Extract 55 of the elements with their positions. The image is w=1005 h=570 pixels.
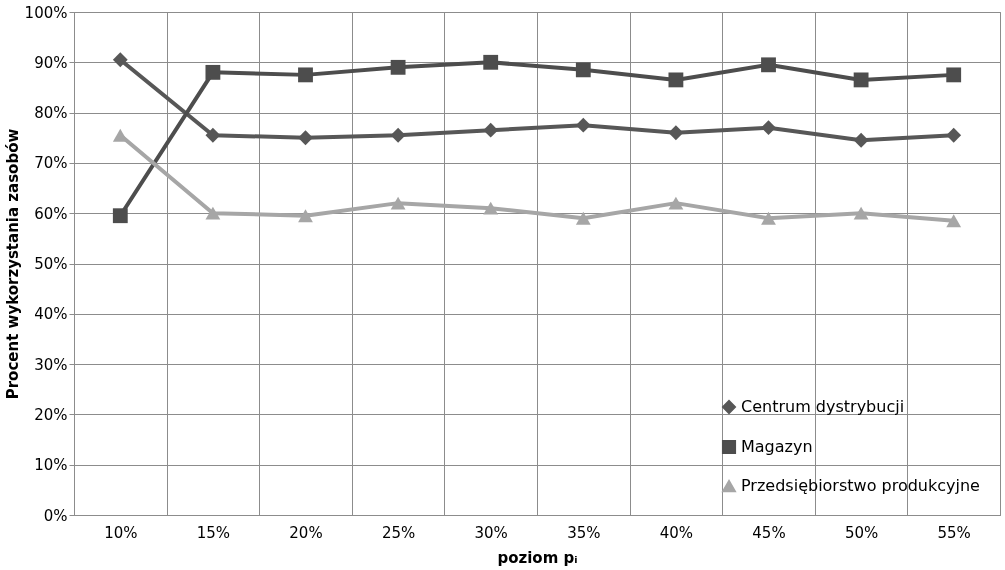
- point: [390, 59, 406, 75]
- y-tick-label: 70%: [34, 154, 68, 173]
- point: [112, 52, 128, 68]
- x-tick-label: 15%: [196, 523, 231, 542]
- point: [575, 117, 591, 133]
- y-tick-label: 60%: [34, 204, 68, 223]
- y-tick-label: 50%: [34, 255, 68, 273]
- point: [761, 211, 776, 225]
- x-tick-label: 20%: [289, 523, 323, 542]
- point: [853, 132, 869, 148]
- x-axis-title: poziom pᵢ: [497, 548, 578, 567]
- point: [390, 127, 406, 143]
- point: [298, 67, 313, 83]
- y-tick-label: 100%: [24, 3, 68, 22]
- point: [205, 64, 221, 80]
- point: [390, 196, 406, 210]
- y-axis-title: Procent wykorzystania zasobów: [3, 128, 22, 400]
- point: [298, 130, 313, 146]
- x-tick-label: 50%: [844, 523, 879, 542]
- y-tick-label: 90%: [34, 53, 68, 72]
- x-tick-label: 45%: [752, 523, 786, 542]
- x-tick-label: 40%: [659, 523, 694, 542]
- y-tick-label: 30%: [34, 355, 68, 374]
- point: [298, 209, 313, 223]
- x-tick-label: 30%: [474, 523, 508, 542]
- point: [483, 54, 499, 70]
- legend-label: Przedsiębiorstwo produkcyjne: [741, 476, 980, 495]
- point: [483, 122, 499, 138]
- point: [853, 206, 869, 220]
- point: [575, 211, 591, 225]
- point: [946, 67, 962, 83]
- point: [946, 127, 962, 143]
- y-tick-label: 20%: [34, 405, 68, 424]
- point: [483, 201, 499, 215]
- legend-label: Centrum dystrybucji: [741, 397, 905, 416]
- point: [668, 125, 684, 141]
- y-tick-label: 10%: [34, 456, 68, 475]
- point: [761, 57, 776, 73]
- y-tick-label: 40%: [34, 305, 68, 324]
- point: [668, 196, 684, 210]
- legend-label: Magazyn: [741, 437, 813, 456]
- x-tick-label: 25%: [381, 523, 416, 542]
- x-tick-label: 10%: [104, 523, 138, 542]
- y-tick-label: 0%: [43, 506, 68, 525]
- x-tick-label: 35%: [567, 523, 601, 542]
- y-tick-label: 80%: [34, 104, 68, 123]
- point: [853, 72, 869, 88]
- point: [575, 62, 591, 78]
- point: [761, 120, 776, 136]
- point: [205, 206, 221, 220]
- point: [112, 208, 128, 224]
- point: [205, 127, 221, 143]
- point: [946, 214, 962, 228]
- x-tick-label: 55%: [937, 523, 971, 542]
- point: [668, 72, 684, 88]
